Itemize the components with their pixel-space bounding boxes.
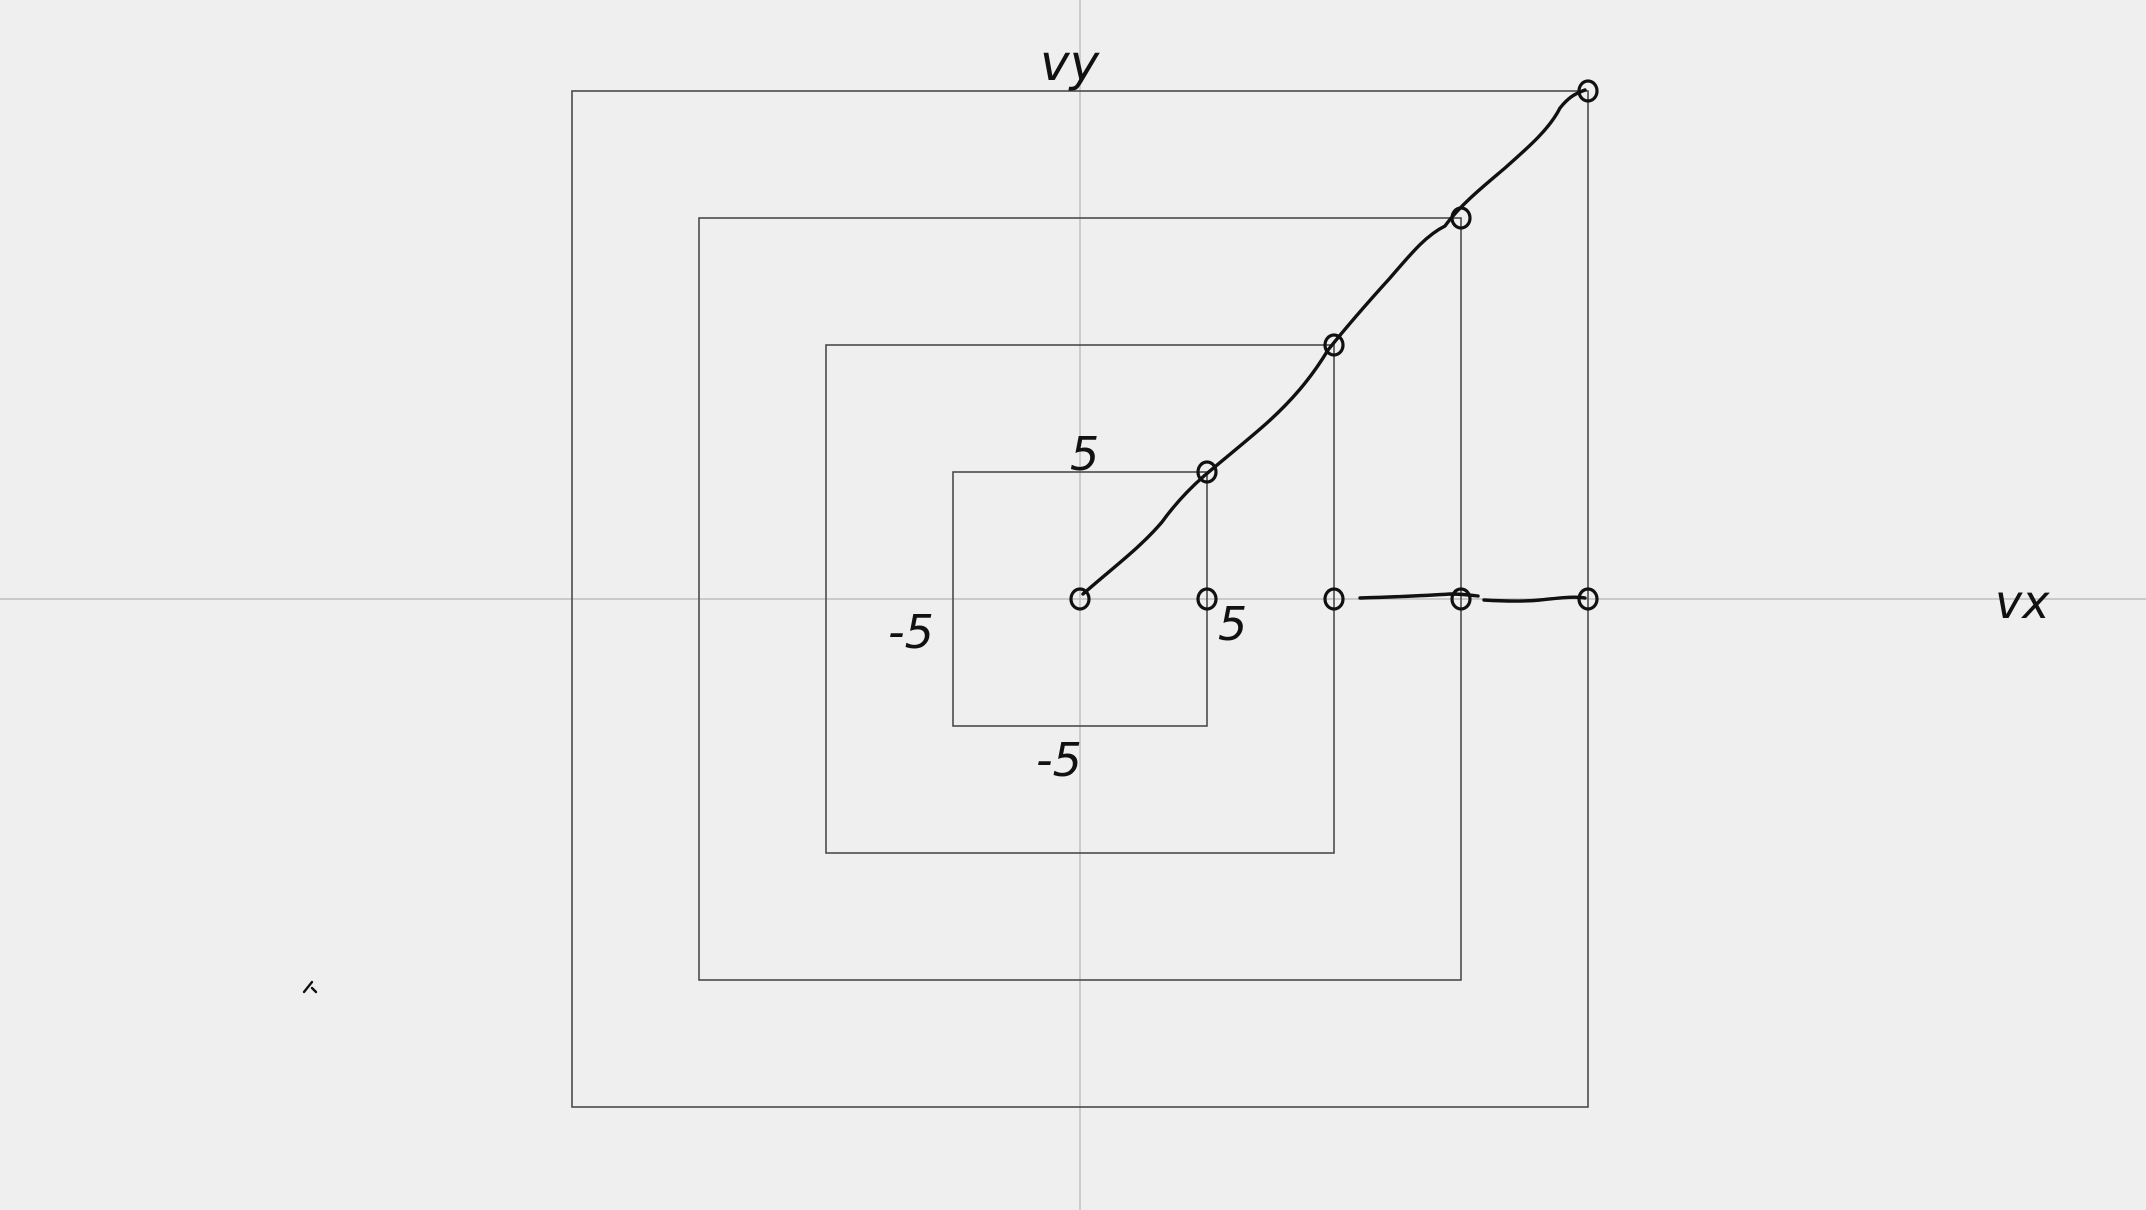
y-axis-label: vy [1040, 34, 1101, 92]
tick-label-right: 5 [1218, 597, 1247, 651]
square-group [571, 90, 1589, 1108]
diagonal-curve [1081, 88, 1587, 596]
x-axis-label: vx [1995, 575, 2050, 629]
horizontal-curve [1358, 592, 1587, 603]
square-3 [698, 217, 1462, 981]
diagonal-point-4 [1450, 206, 1472, 230]
tick-label-top: 5 [1070, 427, 1099, 481]
point-group [1069, 79, 1599, 611]
square-1 [952, 471, 1208, 727]
stray-pen-mark [302, 980, 318, 994]
square-4 [571, 90, 1589, 1108]
horizontal-point-2 [1323, 587, 1345, 611]
diagonal-point-1 [1069, 587, 1091, 611]
tick-label-left: -5 [888, 605, 934, 659]
tick-label-bottom: -5 [1036, 733, 1082, 787]
horizontal-point-4 [1577, 587, 1599, 611]
diagonal-point-3 [1323, 333, 1345, 357]
diagonal-point-5 [1577, 79, 1599, 103]
horizontal-point-1 [1196, 587, 1218, 611]
square-2 [825, 344, 1335, 854]
diagonal-point-2 [1196, 460, 1218, 484]
horizontal-point-3 [1450, 587, 1472, 611]
